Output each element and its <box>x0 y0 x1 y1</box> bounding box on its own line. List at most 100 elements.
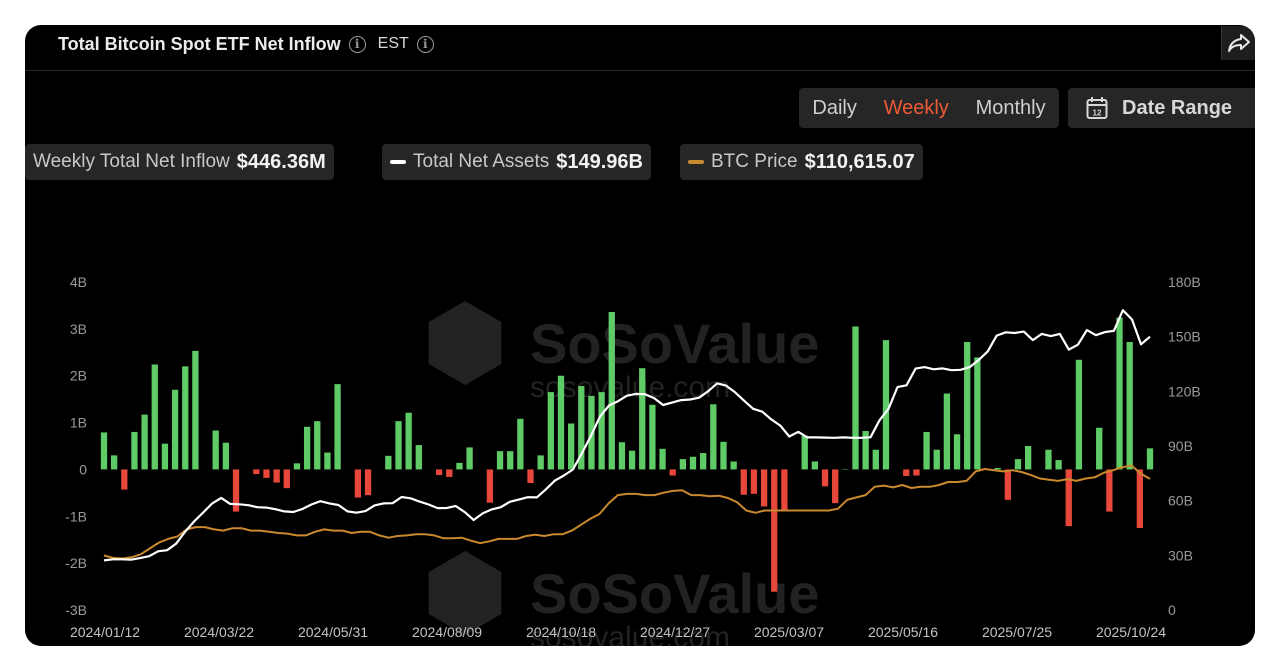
timezone-info-icon[interactable]: i <box>416 35 434 53</box>
left-axis-tick-label: -2B <box>65 555 87 571</box>
inflow-bar <box>1055 460 1062 470</box>
watermark-url: sosovalue.com <box>530 621 730 646</box>
inflow-bar <box>771 469 778 592</box>
inflow-bar <box>679 459 687 470</box>
chart-card: Total Bitcoin Spot ETF Net Inflow i EST … <box>25 25 1255 646</box>
inflow-bar <box>730 461 737 470</box>
inflow-summary-pill: Weekly Total Net Inflow $446.36M <box>25 144 334 180</box>
inflow-bar <box>933 449 940 470</box>
inflow-bar <box>547 392 554 470</box>
inflow-bar <box>527 469 534 484</box>
inflow-bar <box>1116 317 1123 470</box>
inflow-bar <box>334 384 341 470</box>
inflow-bar <box>395 421 402 470</box>
inflow-bar <box>364 469 372 496</box>
inflow-bar <box>354 469 362 498</box>
range-option-monthly[interactable]: Monthly <box>975 96 1046 119</box>
total-net-assets-line <box>103 309 1151 562</box>
left-axis-tick-label: -1B <box>65 508 87 524</box>
right-axis-tick-label: 120B <box>1168 383 1201 399</box>
watermark-hex-icon <box>428 301 502 385</box>
inflow-bar <box>760 469 768 507</box>
inflow-bar <box>405 412 412 470</box>
inflow-bar <box>182 366 189 470</box>
inflow-bar <box>507 451 514 470</box>
left-axis-tick-label: 4B <box>70 274 87 290</box>
price-summary-pill[interactable]: BTC Price $110,615.07 <box>680 144 923 180</box>
inflow-bar <box>100 432 108 470</box>
assets-legend-swatch <box>390 160 406 164</box>
inflow-bar <box>750 469 758 494</box>
left-axis-tick-label: 3B <box>70 321 87 337</box>
left-axis-tick-label: 0 <box>79 461 87 477</box>
assets-label: Total Net Assets <box>413 151 550 172</box>
inflow-bar <box>903 469 910 476</box>
assets-summary-pill[interactable]: Total Net Assets $149.96B <box>382 144 651 180</box>
inflow-bar <box>222 442 230 470</box>
inflow-bar <box>700 453 707 470</box>
inflow-bar <box>557 375 565 470</box>
inflow-bar <box>496 451 504 470</box>
calendar-icon-day: 12 <box>1093 109 1102 118</box>
share-button[interactable] <box>1221 26 1255 60</box>
inflow-bar <box>710 404 717 470</box>
inflow-bar <box>882 340 890 470</box>
inflow-bar <box>567 423 575 470</box>
inflow-bar <box>111 455 118 470</box>
inflow-bar <box>608 311 615 470</box>
info-icon[interactable]: i <box>348 35 366 53</box>
x-axis-tick-label: 2024/05/31 <box>298 624 368 640</box>
right-axis-tick-label: 0 <box>1168 602 1176 618</box>
inflow-bar <box>669 469 676 476</box>
inflow-bar <box>324 452 331 470</box>
inflow-bar <box>618 442 626 470</box>
inflow-bar <box>253 469 260 475</box>
inflow-bar <box>466 447 473 470</box>
inflow-bar <box>131 431 138 470</box>
range-option-weekly[interactable]: Weekly <box>883 96 949 119</box>
inflow-bar <box>171 389 179 470</box>
price-value: $110,615.07 <box>804 150 915 173</box>
inflow-bar <box>161 443 169 470</box>
inflow-value: $446.36M <box>236 150 326 173</box>
inflow-bar <box>781 469 788 510</box>
inflow-bar <box>1075 359 1083 470</box>
inflow-bar <box>862 431 869 470</box>
inflow-bar <box>1024 446 1032 470</box>
watermark-brand: SoSoValue <box>530 312 819 375</box>
inflow-bar <box>385 455 392 470</box>
inflow-bar <box>852 326 859 470</box>
inflow-bar <box>1126 341 1133 470</box>
date-range-label: Date Range <box>1122 96 1233 119</box>
inflow-bar <box>639 368 646 470</box>
inflow-bar <box>953 434 961 470</box>
inflow-bar <box>1065 469 1072 527</box>
inflow-bar <box>832 469 839 504</box>
assets-value: $149.96B <box>556 150 643 173</box>
inflow-bar <box>974 357 981 470</box>
price-label: BTC Price <box>711 151 798 172</box>
inflow-bar <box>1136 469 1143 528</box>
x-axis-tick-label: 2024/01/12 <box>70 624 140 640</box>
inflow-bar <box>943 393 951 470</box>
chart-title: Total Bitcoin Spot ETF Net Inflow <box>58 33 341 54</box>
left-axis-tick-label: 1B <box>70 415 87 431</box>
inflow-bar <box>1096 427 1103 470</box>
chart-header: Total Bitcoin Spot ETF Net Inflow i EST … <box>58 33 434 55</box>
date-range-button[interactable]: 12 Date Range <box>1068 88 1255 128</box>
inflow-bar <box>314 421 321 470</box>
inflow-bar <box>628 450 636 470</box>
inflow-bar <box>486 469 494 503</box>
inflow-bar <box>649 404 656 470</box>
calendar-icon: 12 <box>1086 97 1108 119</box>
chart-plot: SoSoValuesosovalue.comSoSoValuesosovalue… <box>65 274 1201 646</box>
inflow-bar <box>141 414 148 470</box>
inflow-bar <box>913 469 920 476</box>
x-axis-tick-label: 2024/10/18 <box>526 624 596 640</box>
range-option-daily[interactable]: Daily <box>812 96 857 119</box>
inflow-label: Weekly Total Net Inflow <box>33 151 230 172</box>
inflow-bar <box>740 469 747 495</box>
inflow-bar <box>659 448 666 470</box>
inflow-bar <box>1106 469 1113 512</box>
inflow-bar <box>263 469 270 478</box>
